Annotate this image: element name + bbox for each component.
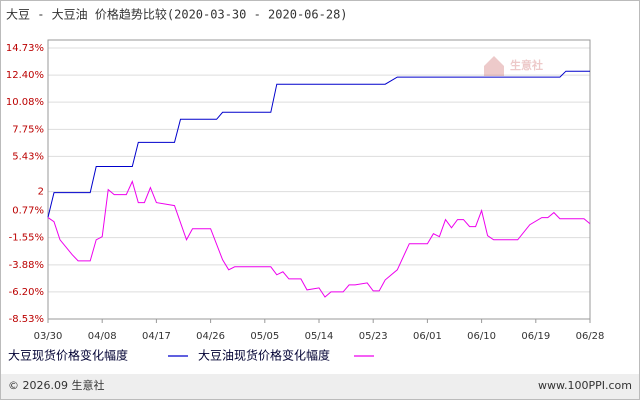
y-tick-label: 14.73% bbox=[6, 43, 44, 54]
x-tick-label: 04/26 bbox=[196, 331, 225, 342]
y-tick-label: 5.43% bbox=[12, 151, 44, 162]
y-tick-label: 0.77% bbox=[12, 206, 44, 217]
x-tick-label: 04/08 bbox=[88, 331, 117, 342]
x-tick-label: 05/05 bbox=[250, 331, 279, 342]
x-tick-label: 06/19 bbox=[521, 331, 550, 342]
footer-left: © 2026.09 生意社 bbox=[8, 378, 104, 392]
y-tick-label: 12.40% bbox=[6, 70, 44, 81]
y-tick-label: -8.53% bbox=[9, 314, 44, 325]
y-tick-label: 7.75% bbox=[12, 124, 44, 135]
footer-bar bbox=[1, 374, 639, 399]
legend-label: 大豆现货价格变化幅度 bbox=[8, 348, 128, 363]
series-line bbox=[47, 180, 591, 298]
x-tick-label: 06/01 bbox=[413, 331, 442, 342]
x-tick-label: 06/10 bbox=[467, 331, 496, 342]
y-tick-label: 2 bbox=[38, 187, 44, 198]
watermark-text: 生意社 bbox=[510, 58, 543, 72]
watermark-icon bbox=[484, 56, 504, 76]
legend-label: 大豆油现货价格变化幅度 bbox=[198, 348, 330, 363]
y-tick-label: -3.88% bbox=[9, 260, 44, 271]
x-tick-label: 05/23 bbox=[359, 331, 388, 342]
y-tick-label: -6.20% bbox=[9, 287, 44, 298]
footer-right: www.100PPI.com bbox=[538, 379, 632, 392]
x-tick-label: 06/28 bbox=[576, 331, 605, 342]
x-tick-label: 04/17 bbox=[142, 331, 171, 342]
watermark: 生意社 bbox=[484, 56, 543, 76]
y-tick-label: -1.55% bbox=[9, 233, 44, 244]
x-tick-label: 05/14 bbox=[305, 331, 334, 342]
x-tick-label: 03/30 bbox=[34, 331, 63, 342]
series-line bbox=[47, 70, 590, 218]
y-tick-label: 10.08% bbox=[6, 97, 44, 108]
chart-title: 大豆 - 大豆油 价格趋势比较(2020-03-30 - 2020-06-28) bbox=[6, 7, 348, 22]
